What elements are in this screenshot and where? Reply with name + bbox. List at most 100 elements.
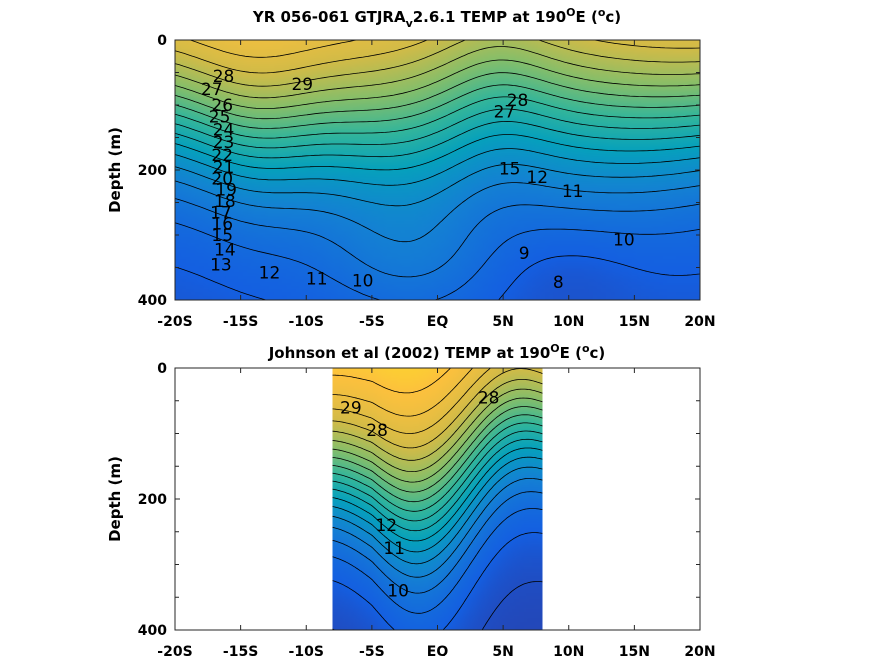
- contour-label: 14: [214, 240, 236, 260]
- contour-lines: [332, 367, 543, 631]
- x-tick-label: 10N: [553, 314, 584, 330]
- contour-label: 15: [211, 226, 233, 246]
- title-part: v: [406, 17, 414, 30]
- contour-label: 10: [387, 582, 409, 602]
- x-tick-label: -15S: [223, 314, 258, 330]
- contour-17: [174, 108, 701, 149]
- contour-label: 12: [259, 264, 281, 284]
- contour-24: [332, 368, 543, 449]
- contour-label: 11: [562, 182, 584, 202]
- contour-label: 29: [291, 75, 313, 95]
- x-tick-label: 5N: [492, 314, 513, 330]
- title-part: YR 056-061 GTJRA: [252, 8, 406, 26]
- contour-22: [332, 388, 543, 472]
- contour-21: [332, 397, 543, 483]
- contour-label: 25: [209, 108, 231, 128]
- contour-label: 12: [526, 168, 548, 188]
- x-tick-label: 15N: [619, 644, 650, 656]
- x-tick-label: -5S: [359, 314, 385, 330]
- contour-label: 12: [375, 516, 397, 536]
- title-part: 2.6.1 TEMP at 190: [413, 8, 566, 26]
- contour-13: [332, 466, 543, 565]
- y-tick-label: 200: [138, 163, 167, 179]
- contour-label: 10: [613, 231, 635, 251]
- temperature-field: [175, 40, 700, 300]
- contour-12: [174, 180, 701, 243]
- contour-label: 28: [507, 91, 529, 111]
- x-tick-label: EQ: [427, 644, 449, 656]
- x-tick-label: -10S: [289, 314, 324, 330]
- title-part: O: [566, 6, 575, 19]
- contour-label: 22: [211, 146, 233, 166]
- title-part: E (: [576, 8, 598, 26]
- contour-14: [174, 148, 701, 186]
- x-tick-label: 10N: [553, 644, 584, 656]
- x-tick-label: -20S: [157, 314, 192, 330]
- contour-15: [174, 134, 701, 171]
- title-part: o: [598, 6, 606, 19]
- contour-19: [174, 84, 701, 129]
- contour-label: 24: [213, 121, 235, 141]
- x-tick-label: 15N: [619, 314, 650, 330]
- x-tick-label: 20N: [684, 314, 715, 330]
- temperature-field: [332, 368, 543, 630]
- contour-label: 27: [494, 103, 516, 123]
- contour-20: [174, 72, 701, 120]
- contour-label: 27: [201, 80, 223, 100]
- x-tick-label: 20N: [684, 644, 715, 656]
- contour-17: [332, 430, 543, 522]
- contour-14: [332, 456, 543, 553]
- chart-title: YR 056-061 GTJRAv2.6.1 TEMP at 190OE (oc…: [252, 6, 621, 30]
- contour-23: [174, 39, 701, 87]
- contour-25: [332, 367, 491, 434]
- x-tick-label: -20S: [157, 644, 192, 656]
- contour-label: 21: [213, 158, 235, 178]
- contour-11: [332, 491, 543, 594]
- contour-label: 26: [211, 96, 233, 116]
- x-tick-label: -5S: [359, 644, 385, 656]
- contour-24: [174, 39, 701, 74]
- contour-18: [332, 422, 543, 512]
- contour-27: [332, 367, 451, 394]
- y-axis-label: Depth (m): [106, 127, 124, 213]
- title-part: E (: [560, 344, 582, 362]
- contour-label: 11: [383, 539, 405, 559]
- y-tick-label: 0: [157, 33, 167, 49]
- title-part: o: [582, 342, 590, 355]
- contour-20: [332, 406, 543, 493]
- x-tick-label: 5N: [492, 644, 513, 656]
- y-axis-label: Depth (m): [106, 456, 124, 542]
- contour-label: 19: [215, 181, 237, 201]
- contour-label: 10: [352, 272, 374, 292]
- y-tick-label: 400: [138, 293, 167, 309]
- contour-22: [174, 46, 701, 99]
- contour-label: 23: [213, 133, 235, 153]
- contour-label: 13: [210, 255, 232, 275]
- contour-label: 28: [478, 388, 500, 408]
- contour-label: 18: [214, 192, 236, 212]
- y-tick-label: 400: [138, 623, 167, 639]
- contour-label: 11: [306, 270, 328, 290]
- y-tick-label: 0: [157, 361, 167, 377]
- contour-label: 15: [499, 160, 521, 180]
- contour-label: 8: [553, 273, 564, 293]
- contour-18: [174, 96, 701, 139]
- contour-label: 9: [519, 244, 530, 264]
- contour-10: [174, 222, 701, 301]
- x-tick-label: -10S: [289, 644, 324, 656]
- contour-label: 17: [210, 203, 232, 223]
- contour-lines: [174, 39, 701, 301]
- contour-label: 29: [340, 398, 362, 418]
- contour-21: [175, 59, 701, 109]
- contour-12: [332, 478, 543, 578]
- title-part: Johnson et al (2002) TEMP at 190: [268, 344, 551, 362]
- contour-11: [174, 198, 701, 278]
- x-tick-label: -15S: [223, 644, 258, 656]
- contour-label: 20: [211, 169, 233, 189]
- contour-10: [332, 508, 543, 614]
- contour-15: [332, 447, 543, 542]
- contour-label: 28: [213, 67, 235, 87]
